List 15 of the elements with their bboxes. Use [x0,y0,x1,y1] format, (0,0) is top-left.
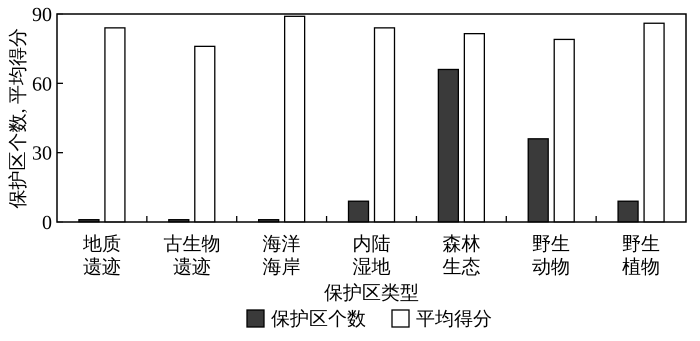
y-tick-label: 60 [32,73,52,96]
x-tick-label: 古生物遗迹 [163,234,220,278]
x-tick-label: 海洋海岸 [262,234,301,278]
y-tick-label: 0 [42,212,52,234]
x-tick-label: 地质遗迹 [82,234,121,278]
x-tick-label: 内陆湿地 [352,234,390,278]
y-axis-title: 保护区个数, 平均得分 [7,28,29,208]
y-tick-label: 30 [32,142,52,165]
y-tick-label: 90 [32,4,52,26]
x-tick-label: 野生动物 [532,234,570,278]
x-tick-label: 野生植物 [622,234,660,278]
x-tick-label: 森林生态 [442,234,480,278]
x-axis-title: 保护区类型 [324,282,419,304]
legend-label: 保护区个数 [271,308,366,330]
legend-label: 平均得分 [416,309,492,330]
